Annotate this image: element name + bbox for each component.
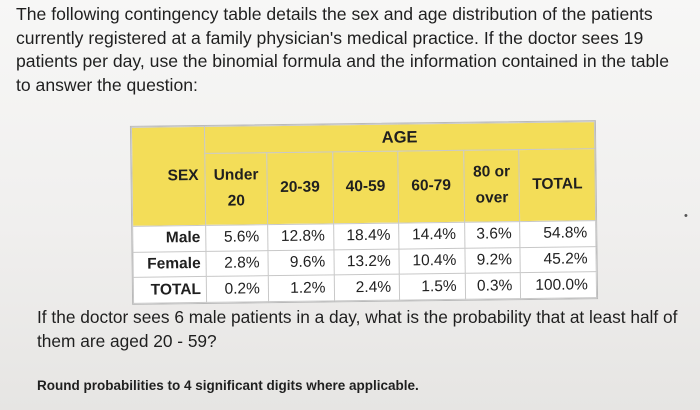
column-header-line: Under	[213, 166, 259, 185]
contingency-table-container: SEX AGE Under 20 20-39 40-59 60-79 80 or…	[129, 120, 599, 305]
rounding-note: Round probabilities to 4 significant dig…	[37, 378, 419, 393]
table-cell: 9.6%	[267, 249, 334, 276]
contingency-table: SEX AGE Under 20 20-39 40-59 60-79 80 or…	[131, 121, 597, 304]
column-header-total: TOTAL	[519, 148, 596, 222]
column-header-80-or-over: 80 or over	[463, 149, 521, 223]
table-cell: 1.5%	[399, 273, 466, 301]
column-header-line: 20	[227, 192, 246, 211]
column-header-under-20: Under 20	[204, 152, 268, 226]
column-header-60-79: 60-79	[397, 150, 465, 223]
table-cell: 0.2%	[206, 275, 269, 303]
scroll-indicator-icon: •	[684, 210, 688, 222]
table-cell: 14.4%	[398, 222, 465, 249]
row-label: TOTAL	[133, 276, 207, 304]
row-label: Male	[132, 225, 206, 252]
column-header-40-59: 40-59	[332, 151, 399, 224]
table-cell: 2.8%	[205, 250, 269, 277]
table-cell: 2.4%	[333, 274, 400, 301]
table-cell: 18.4%	[333, 222, 400, 250]
table-cell: 9.2%	[464, 247, 521, 274]
sex-header: SEX	[131, 126, 206, 227]
table-cell: 3.6%	[464, 221, 521, 248]
column-header-20-39: 20-39	[266, 151, 334, 225]
row-label: Female	[132, 250, 207, 278]
table-cell: 12.8%	[267, 223, 334, 251]
table-cell: 13.2%	[333, 248, 400, 276]
problem-statement: The following contingency table details …	[16, 4, 670, 95]
table-cell: 100.0%	[520, 271, 597, 299]
table-cell: 0.3%	[465, 272, 522, 300]
table-cell: 45.2%	[520, 246, 597, 273]
table-row-total: TOTAL 0.2% 1.2% 2.4% 1.5% 0.3% 100.0%	[133, 271, 597, 304]
table-cell: 1.2%	[268, 275, 335, 302]
question-text: If the doctor sees 6 male patients in a …	[37, 307, 678, 351]
table-cell: 10.4%	[399, 247, 466, 275]
column-header-line: 80 or	[472, 163, 511, 182]
column-header-line: over	[475, 189, 509, 208]
table-cell: 54.8%	[520, 220, 596, 248]
table-cell: 5.6%	[205, 224, 268, 251]
